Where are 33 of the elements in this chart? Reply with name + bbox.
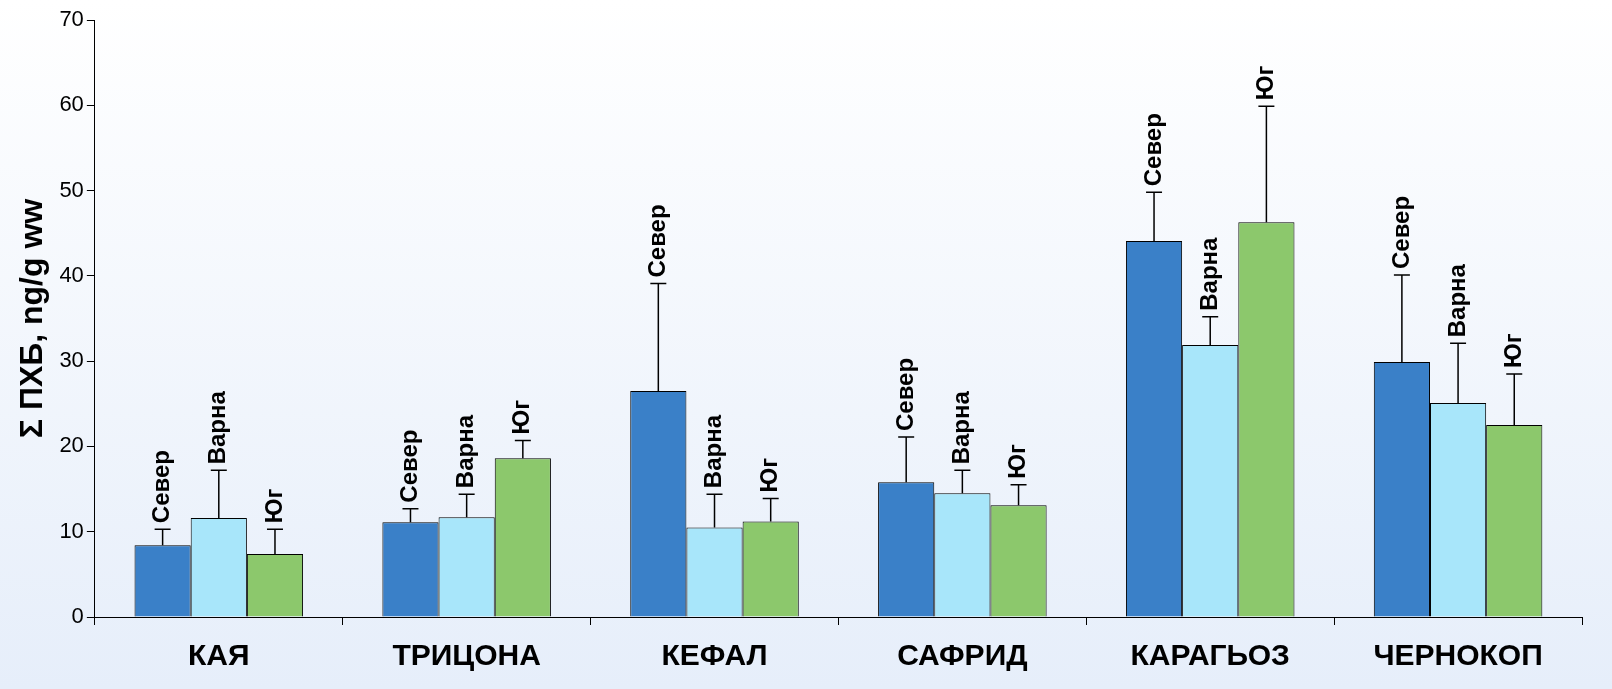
text: Север xyxy=(890,357,918,432)
text: Север xyxy=(395,429,423,503)
text: Юг xyxy=(507,399,535,435)
text: Варна xyxy=(946,390,974,465)
y-axis-title: Σ ПХБ, ng/g ww xyxy=(13,198,50,439)
x-tick-label: КЕФАЛ xyxy=(661,638,768,672)
x-tick-label: КАЯ xyxy=(188,638,250,672)
text: Юг xyxy=(755,457,783,493)
text: Север xyxy=(642,204,670,278)
x-tick-label: ЧЕРНОКОП xyxy=(1373,638,1543,672)
y-tick-label: 0 xyxy=(71,603,84,629)
x-tick-label: САФРИД xyxy=(897,638,1028,672)
y-tick-label: 60 xyxy=(59,91,84,117)
y-tick-label: 40 xyxy=(59,261,84,287)
text: Север xyxy=(147,450,175,524)
text: Юг xyxy=(1498,333,1526,368)
text: Варна xyxy=(1194,237,1222,311)
x-tick-label: КАРАГЬОЗ xyxy=(1130,638,1290,672)
y-tick-label: 20 xyxy=(59,432,84,458)
text: Варна xyxy=(203,391,231,465)
text: Варна xyxy=(1442,264,1470,338)
text: Север xyxy=(1138,113,1166,187)
text: Варна xyxy=(451,415,479,489)
text: Юг xyxy=(1003,444,1031,479)
text: Варна xyxy=(699,415,727,489)
text: Юг xyxy=(1251,65,1279,101)
y-tick-label: 10 xyxy=(59,517,84,543)
x-tick-label: ТРИЦОНА xyxy=(392,638,541,672)
text: Юг xyxy=(259,488,287,524)
y-tick-label: 50 xyxy=(59,176,84,202)
y-tick-label: 30 xyxy=(59,347,84,373)
y-tick-label: 70 xyxy=(59,6,84,32)
text: Север xyxy=(1386,195,1414,269)
